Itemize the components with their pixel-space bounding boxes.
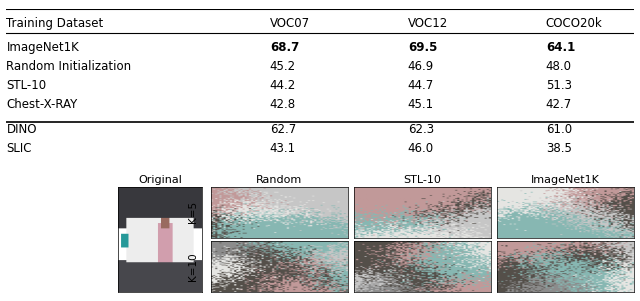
Text: Random: Random [257, 175, 303, 185]
Text: 42.8: 42.8 [270, 98, 296, 111]
Text: VOC07: VOC07 [270, 17, 310, 30]
Text: DINO: DINO [6, 123, 37, 136]
Text: 46.9: 46.9 [408, 60, 434, 73]
Text: K=10: K=10 [188, 252, 198, 281]
Text: 45.1: 45.1 [408, 98, 434, 111]
Text: Chest-X-RAY: Chest-X-RAY [6, 98, 77, 111]
Text: ImageNet1K: ImageNet1K [6, 41, 79, 54]
Text: 38.5: 38.5 [546, 142, 572, 155]
Text: 62.7: 62.7 [270, 123, 296, 136]
Text: 43.1: 43.1 [270, 142, 296, 155]
Text: STL-10: STL-10 [403, 175, 442, 185]
Text: 48.0: 48.0 [546, 60, 572, 73]
Text: 62.3: 62.3 [408, 123, 434, 136]
Text: Training Dataset: Training Dataset [6, 17, 104, 30]
Text: 42.7: 42.7 [546, 98, 572, 111]
Text: 44.7: 44.7 [408, 79, 434, 92]
Text: 64.1: 64.1 [546, 41, 575, 54]
Text: 61.0: 61.0 [546, 123, 572, 136]
Text: Original: Original [138, 175, 182, 185]
Text: 44.2: 44.2 [270, 79, 296, 92]
Text: COCO20k: COCO20k [546, 17, 602, 30]
Text: 45.2: 45.2 [270, 60, 296, 73]
Text: 51.3: 51.3 [546, 79, 572, 92]
Text: VOC12: VOC12 [408, 17, 448, 30]
Text: 68.7: 68.7 [270, 41, 299, 54]
Text: Random Initialization: Random Initialization [6, 60, 132, 73]
Text: 69.5: 69.5 [408, 41, 437, 54]
Text: STL-10: STL-10 [6, 79, 47, 92]
Text: 46.0: 46.0 [408, 142, 434, 155]
Text: ImageNet1K: ImageNet1K [531, 175, 600, 185]
Text: K=5: K=5 [188, 201, 198, 223]
Text: SLIC: SLIC [6, 142, 32, 155]
